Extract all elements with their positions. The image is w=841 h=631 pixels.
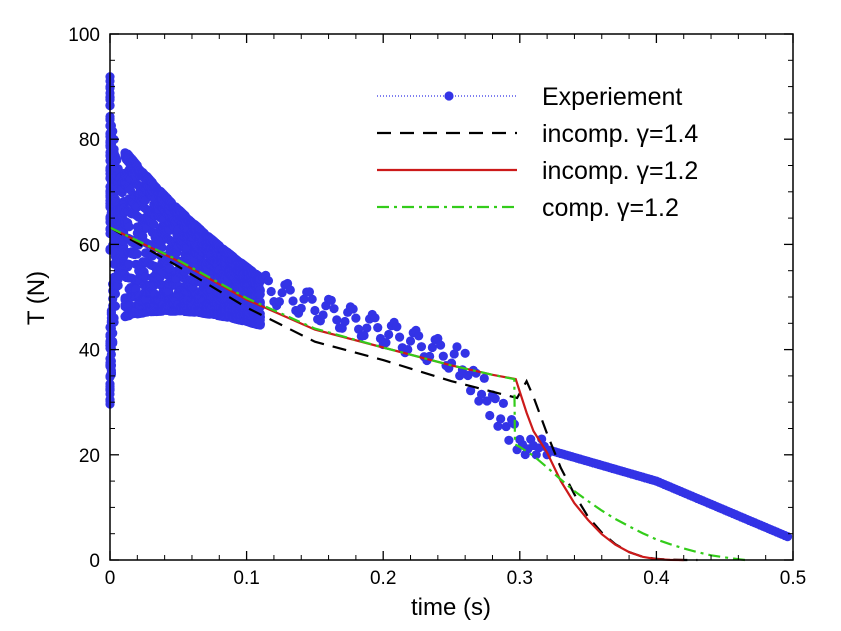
experiment-point — [348, 304, 358, 314]
legend: Experiement incomp. γ=1.4 incomp. γ=1.2 com… — [377, 83, 698, 222]
experiment-point — [504, 435, 514, 445]
experiment-point — [299, 294, 309, 304]
experiment-point — [485, 410, 495, 421]
experiment-point — [106, 367, 116, 378]
y-tick-label: 60 — [79, 235, 100, 256]
experiment-point — [340, 316, 350, 327]
experiment-point — [277, 288, 287, 298]
y-tick-label: 20 — [79, 446, 100, 467]
experiment-point — [427, 342, 437, 353]
experiment-point — [113, 280, 123, 291]
experiment-point — [109, 313, 119, 323]
experiment-point — [288, 296, 298, 306]
experiment-point — [326, 295, 336, 305]
experiment-point — [394, 332, 405, 342]
experiment-point — [373, 323, 383, 333]
experiment-point — [381, 337, 391, 348]
experiment-point — [501, 421, 511, 432]
experiment-point — [307, 294, 317, 304]
experiment-point — [405, 336, 416, 346]
experiment-point — [479, 373, 489, 383]
series-line-1 — [109, 226, 698, 562]
experiment-point — [392, 322, 402, 332]
series-experiment — [105, 72, 793, 542]
experiment-point — [782, 532, 793, 542]
experiment-point — [132, 249, 142, 259]
experiment-point — [414, 331, 424, 341]
experiment-point — [112, 155, 122, 165]
y-tick-label: 80 — [79, 130, 100, 151]
x-tick-label: 0.2 — [370, 568, 396, 589]
experiment-point — [370, 313, 380, 323]
experiment-point — [157, 242, 167, 253]
experiment-point — [285, 285, 295, 295]
experiment-point — [460, 348, 470, 358]
series-line-3 — [109, 226, 746, 562]
experiment-point — [449, 349, 459, 359]
experiment-point — [310, 305, 320, 316]
experiment-point — [255, 315, 265, 325]
experiment-point — [496, 414, 506, 424]
experiment-point — [304, 287, 315, 297]
experiment-point — [416, 342, 427, 352]
y-axis-title: T (N) — [23, 271, 50, 325]
experiment-point — [124, 222, 134, 232]
experiment-point — [332, 315, 342, 325]
experiment-point — [403, 344, 413, 355]
experiment-point — [263, 276, 274, 286]
legend-label: comp. γ=1.2 — [542, 194, 679, 222]
ticks-layer: 0 0.1 0.2 0.3 0.4 0.5 0 20 40 60 80 100 — [68, 25, 806, 589]
experiment-point — [384, 329, 394, 340]
y-tick-label: 100 — [68, 25, 100, 46]
experiment-point — [490, 394, 500, 404]
experiment-point — [140, 272, 151, 282]
legend-label: incomp. γ=1.4 — [542, 120, 698, 148]
experiment-point — [482, 396, 492, 406]
legend-label: Experiement — [542, 83, 682, 111]
x-tick-label: 0.3 — [507, 568, 533, 589]
experiment-point — [476, 389, 487, 399]
experiment-point — [110, 301, 121, 311]
x-tick-label: 0.1 — [233, 568, 259, 589]
experiment-point — [255, 289, 265, 299]
experiment-point — [274, 296, 284, 307]
experiment-point — [110, 289, 121, 299]
experiment-point — [452, 342, 462, 352]
y-tick-label: 0 — [89, 551, 100, 572]
experiment-point — [318, 310, 328, 320]
x-tick-label: 0.5 — [780, 568, 806, 589]
experiment-point — [435, 340, 446, 350]
experiment-point — [134, 212, 144, 222]
experiment-point — [493, 421, 503, 431]
legend-swatch-marker — [444, 91, 454, 101]
experiment-point — [466, 386, 476, 396]
x-tick-label: 0 — [105, 568, 116, 589]
experiment-point — [296, 303, 306, 313]
series-layer — [105, 72, 793, 562]
experiment-point — [149, 219, 159, 229]
experiment-point — [362, 323, 372, 333]
experiment-point — [359, 330, 369, 341]
y-tick-label: 40 — [79, 341, 100, 362]
experiment-point — [124, 259, 134, 269]
experiment-point — [438, 351, 448, 361]
experiment-point — [266, 286, 276, 297]
legend-label: incomp. γ=1.2 — [542, 157, 698, 185]
experiment-point — [106, 360, 116, 370]
x-tick-label: 0.4 — [643, 568, 670, 589]
experiment-point — [351, 313, 361, 323]
experiment-point — [498, 398, 509, 408]
experiment-point — [354, 324, 364, 334]
x-axis-title: time (s) — [411, 594, 491, 621]
experiment-point — [329, 304, 339, 314]
